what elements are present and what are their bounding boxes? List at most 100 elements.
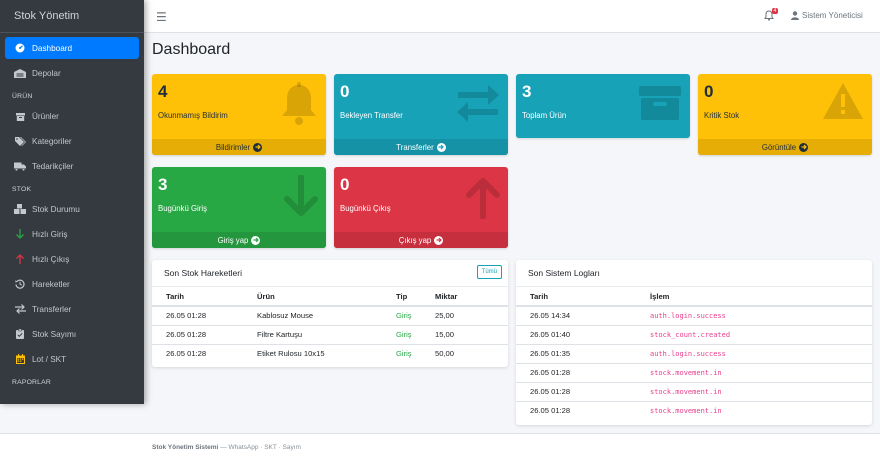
box-footer-label: Görüntüle	[761, 142, 797, 152]
cell-action: stock.movement.in	[650, 400, 872, 420]
arrow-circle-right-icon	[799, 142, 809, 152]
sidebar-item-lot-skt[interactable]: Lot / SKT	[5, 348, 139, 370]
sidebar-item-label: Stok Sayımı	[32, 329, 77, 339]
sidebar-item-hareketler[interactable]: Hareketler	[5, 273, 139, 295]
sidebar-item-urunler[interactable]: Ürünler	[5, 105, 139, 127]
footer-text: Stok Yönetim Sistemi — WhatsApp · SKT · …	[152, 444, 301, 451]
bell-icon[interactable]	[764, 10, 774, 23]
box-footer-label: Bildirimler	[215, 142, 251, 152]
sidebar-item-depolar[interactable]: Depolar	[5, 62, 139, 84]
user-name: Sistem Yöneticisi	[802, 11, 863, 20]
cell-quantity: 15,00	[435, 324, 508, 344]
cell-quantity: 50,00	[435, 343, 508, 363]
sidebar-item-label: Transferler	[32, 304, 72, 314]
cell-action: auth.login.success	[650, 343, 872, 363]
box-footer-link[interactable]: Giriş yap	[152, 232, 326, 248]
table-row: 26.05 01:28 stock.movement.in	[516, 381, 872, 401]
sidebar-item-label: Depolar	[32, 68, 61, 78]
sidebar-item-stok-sayimi[interactable]: Stok Sayımı	[5, 323, 139, 345]
column-header: Ürün	[257, 287, 396, 307]
sidebar-nav: Dashboard Depolar ÜRÜN Ürünler Kategoril…	[0, 33, 144, 391]
box-label: Bekleyen Transfer	[340, 111, 403, 120]
sidebar-item-label: Stok Durumu	[32, 204, 80, 214]
table-row: 26.05 01:28 stock.movement.in	[516, 362, 872, 382]
table-row: 26.05 01:28 Kablosuz Mouse Giriş 25,00	[152, 305, 508, 325]
box-value: 0	[340, 175, 350, 194]
column-header: İşlem	[650, 287, 872, 307]
table-row: 26.05 01:35 auth.login.success	[516, 343, 872, 363]
table-row: 26.05 14:34 auth.login.success	[516, 305, 872, 325]
boxes-icon	[12, 204, 28, 214]
sidebar-item-transferler[interactable]: Transferler	[5, 298, 139, 320]
box-footer-link[interactable]: Bildirimler	[152, 139, 326, 155]
gauge-icon	[12, 43, 28, 53]
box-footer-link[interactable]: Görüntüle	[698, 139, 872, 155]
bell-icon	[280, 82, 318, 128]
arrow-circle-right-icon	[436, 142, 446, 152]
sidebar-item-label: Kategoriler	[32, 136, 72, 146]
box-value: 4	[158, 82, 168, 101]
cell-date: 26.05 01:35	[516, 343, 650, 363]
exchange-icon	[12, 304, 28, 314]
tags-icon	[12, 136, 28, 146]
sidebar-item-tedarikciler[interactable]: Tedarikçiler	[5, 155, 139, 177]
exchange-icon	[456, 82, 500, 124]
column-header: Tip	[396, 287, 435, 307]
cell-date: 26.05 01:28	[152, 305, 257, 325]
sidebar-item-label: Tedarikçiler	[32, 161, 74, 171]
sidebar-item-kategoriler[interactable]: Kategoriler	[5, 130, 139, 152]
arrow-up-icon	[12, 254, 28, 264]
table-row: 26.05 01:28 Etiket Rulosu 10x15 Giriş 50…	[152, 343, 508, 363]
all-movements-button[interactable]: Tümü	[476, 265, 502, 279]
cell-action: stock.movement.in	[650, 362, 872, 382]
sidebar-item-label: Lot / SKT	[32, 354, 67, 364]
box-label: Bugünkü Çıkış	[340, 204, 391, 213]
cell-date: 26.05 01:28	[152, 324, 257, 344]
box-footer-link[interactable]: Transferler	[334, 139, 508, 155]
table-header-row: Tarih İşlem	[516, 287, 872, 307]
sidebar-item-label: Hızlı Çıkış	[32, 254, 70, 264]
box-label: Bugünkü Giriş	[158, 204, 207, 213]
card-title: Son Stok Hareketleri	[164, 268, 242, 278]
card-header: Son Sistem Logları	[516, 260, 872, 287]
cell-product: Filtre Kartuşu	[257, 324, 396, 344]
box-icon	[638, 82, 682, 122]
table-row: 26.05 01:28 Filtre Kartuşu Giriş 15,00	[152, 324, 508, 344]
card-header: Son Stok Hareketleri Tümü	[152, 260, 508, 287]
user-icon	[791, 11, 799, 20]
column-header: Miktar	[435, 287, 508, 307]
cell-date: 26.05 14:34	[516, 305, 650, 325]
cell-date: 26.05 01:40	[516, 324, 650, 344]
box-label: Toplam Ürün	[522, 111, 567, 120]
box-value: 0	[340, 82, 350, 101]
sidebar-section-urun: ÜRÜN	[12, 93, 33, 100]
arrow-down-icon	[284, 174, 318, 221]
footer-rest: — WhatsApp · SKT · Sayım	[218, 444, 301, 451]
card-title: Son Sistem Logları	[528, 268, 600, 278]
sidebar-item-stok-durumu[interactable]: Stok Durumu	[5, 198, 139, 220]
brand-link[interactable]: Stok Yönetim	[0, 0, 144, 33]
sidebar-item-dashboard[interactable]: Dashboard	[5, 37, 139, 59]
cell-product: Kablosuz Mouse	[257, 305, 396, 325]
sidebar-item-label: Ürünler	[32, 111, 59, 121]
sidebar: Stok Yönetim Dashboard Depolar ÜRÜN Ürün…	[0, 0, 144, 404]
movements-table: Tarih Ürün Tip Miktar 26.05 01:28 Kablos…	[152, 287, 508, 363]
box-icon	[12, 112, 28, 121]
arrow-circle-right-icon	[253, 142, 263, 152]
arrow-circle-right-icon	[251, 235, 261, 245]
box-value: 3	[158, 175, 168, 194]
sidebar-item-hizli-giris[interactable]: Hızlı Giriş	[5, 223, 139, 245]
sidebar-item-label: Hızlı Giriş	[32, 229, 68, 239]
menu-toggle-icon[interactable]: ☰	[156, 10, 167, 24]
column-header: Tarih	[516, 287, 650, 307]
cell-product: Etiket Rulosu 10x15	[257, 343, 396, 363]
card-recent-movements: Son Stok Hareketleri Tümü Tarih Ürün Tip…	[152, 260, 508, 367]
table-row: 26.05 01:28 stock.movement.in	[516, 400, 872, 420]
truck-icon	[12, 162, 28, 171]
cell-quantity: 25,00	[435, 305, 508, 325]
cell-type: Giriş	[396, 305, 435, 325]
table-row: 26.05 01:40 stock_count.created	[516, 324, 872, 344]
user-menu[interactable]: Sistem Yöneticisi	[791, 11, 863, 20]
box-footer-link[interactable]: Çıkış yap	[334, 232, 508, 248]
sidebar-item-hizli-cikis[interactable]: Hızlı Çıkış	[5, 248, 139, 270]
